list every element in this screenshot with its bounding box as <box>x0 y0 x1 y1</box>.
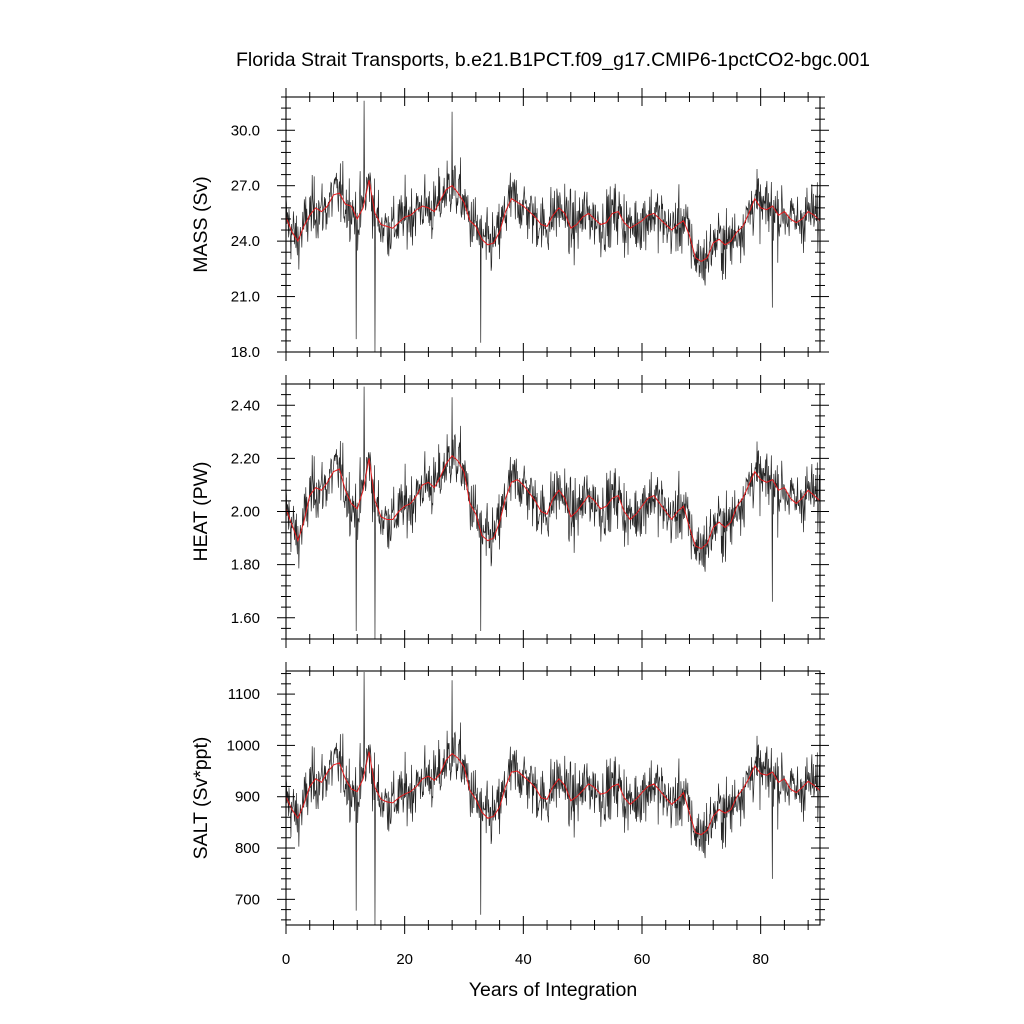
mass-y-axis-label: MASS (Sv) <box>190 176 212 272</box>
mass-panel: MASS (Sv) 18.0 21.0 24.0 27.0 30.0 <box>190 88 829 361</box>
heat-plot-frame <box>285 383 821 640</box>
x-tick-label: 80 <box>752 951 769 968</box>
mass-ytick-label: 30.0 <box>231 122 260 139</box>
mass-plot-frame <box>285 96 821 353</box>
heat-panel: HEAT (PW) 1.60 1.80 2.00 2.20 2.40 <box>190 375 829 648</box>
salt-smoothed-series-line <box>286 751 820 836</box>
salt-ytick-label: 700 <box>235 891 260 908</box>
salt-monthly-series-line <box>286 672 820 925</box>
salt-panel: SALT (Sv*ppt) 700 800 900 1000 1100 0 20 40 60 80 <box>190 662 829 968</box>
mass-smoothed-series-line <box>286 180 820 263</box>
mass-ytick-label: 21.0 <box>231 289 260 306</box>
chart-title: Florida Strait Transports, b.e21.B1PCT.f… <box>236 49 870 71</box>
heat-ytick-label: 2.40 <box>231 397 260 414</box>
mass-monthly-series-line <box>286 100 820 352</box>
heat-ytick-label: 2.20 <box>231 450 260 467</box>
x-tick-label: 60 <box>634 951 651 968</box>
heat-ytick-label: 1.80 <box>231 557 260 574</box>
x-axis-label: Years of Integration <box>469 979 637 1001</box>
x-tick-label: 20 <box>396 951 413 968</box>
heat-smoothed-series-line <box>286 454 820 550</box>
salt-ytick-label: 1100 <box>228 686 260 703</box>
mass-ytick-label: 24.0 <box>231 233 260 250</box>
x-tick-label: 40 <box>515 951 532 968</box>
salt-ytick-label: 800 <box>235 840 260 857</box>
salt-ytick-label: 900 <box>235 789 260 806</box>
mass-ytick-label: 18.0 <box>231 344 260 361</box>
salt-y-axis-label: SALT (Sv*ppt) <box>190 737 212 860</box>
x-tick-label: 0 <box>282 951 290 968</box>
heat-monthly-series-line <box>286 386 820 639</box>
salt-ytick-label: 1000 <box>227 737 260 754</box>
heat-ytick-label: 1.60 <box>231 610 260 627</box>
heat-ytick-label: 2.00 <box>231 504 260 521</box>
salt-plot-frame <box>285 670 821 926</box>
mass-ytick-label: 27.0 <box>231 178 260 195</box>
heat-y-axis-label: HEAT (PW) <box>190 461 212 561</box>
